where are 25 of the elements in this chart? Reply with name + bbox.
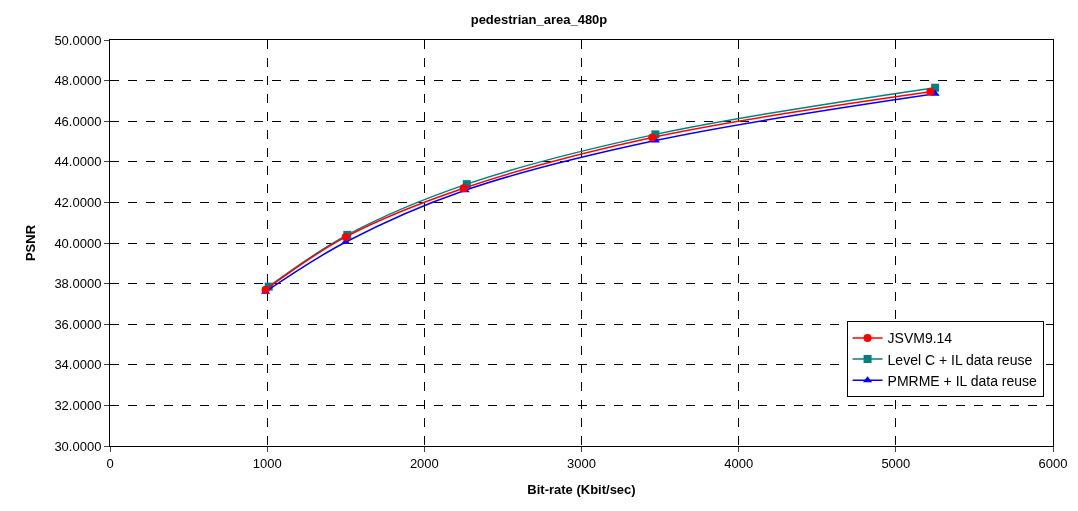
x-tick-label: 5000: [881, 455, 911, 471]
y-tick-label: 30.0000: [54, 438, 102, 454]
x-tick-label: 3000: [567, 455, 596, 471]
legend-label: JSVM9.14: [887, 330, 953, 347]
point: [926, 87, 935, 96]
x-tick-label: 0: [106, 455, 114, 471]
y-tick-label: 50.0000: [54, 32, 102, 48]
y-axis-title: PSNR: [23, 224, 39, 262]
x-tick-label: 2000: [409, 455, 439, 471]
x-axis-title: Bit-rate (Kbit/sec): [527, 482, 636, 498]
y-tick-label: 40.0000: [54, 235, 102, 251]
y-tick-label: 38.0000: [54, 276, 102, 292]
x-tick-label: 4000: [724, 455, 754, 471]
y-tick-label: 32.0000: [54, 397, 102, 413]
y-tick-label: 46.0000: [54, 113, 102, 129]
y-tick-label: 44.0000: [54, 154, 102, 170]
legend-label: Level C + IL data reuse: [887, 351, 1033, 368]
chart-title: pedestrian_area_480p: [470, 12, 608, 28]
legend-label: PMRME + IL data reuse: [887, 372, 1038, 389]
y-tick-label: 34.0000: [54, 357, 102, 373]
x-tick-label: 6000: [1038, 455, 1068, 471]
y-tick-label: 48.0000: [54, 73, 102, 89]
y-tick-label: 36.0000: [54, 316, 102, 332]
y-tick-label: 42.0000: [54, 194, 102, 210]
x-tick-label: 1000: [252, 455, 282, 471]
